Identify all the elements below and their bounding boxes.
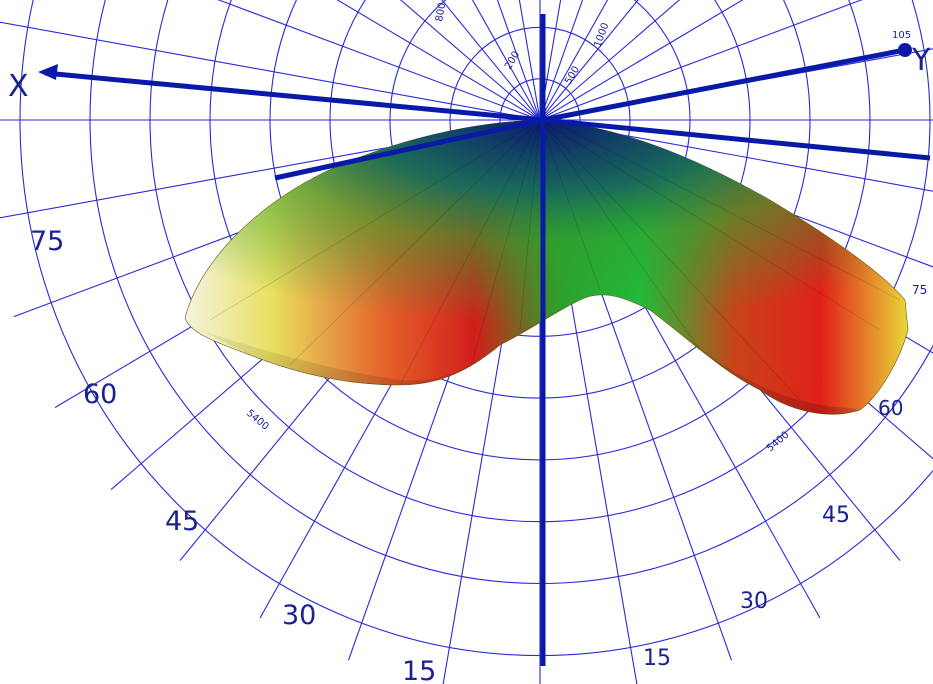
grid-spoke: [518, 0, 541, 121]
x-axis-line: [44, 70, 544, 123]
y-axis-end-marker: [898, 43, 912, 57]
radial-label: 500: [563, 64, 582, 86]
grid-spoke: [539, 0, 863, 121]
intensity-surface: [184, 119, 909, 415]
angle-label-right: 15: [643, 646, 671, 671]
radial-label: 800: [434, 2, 448, 23]
y-axis-label: Y: [911, 43, 931, 78]
grid-spoke: [441, 0, 541, 121]
right-angle-labels: 75 60 45 30 15: [643, 283, 927, 671]
axes: [38, 14, 931, 666]
angle-label-right: 75: [912, 283, 927, 297]
grid-spoke: [0, 21, 541, 121]
angle-label-left: 45: [165, 506, 199, 537]
x-axis-label: X: [8, 69, 29, 104]
grid-spoke: [539, 119, 933, 192]
grid-spoke: [539, 0, 584, 121]
grid-spoke: [496, 0, 541, 121]
x-axis-back: [542, 117, 931, 161]
y-axis-line: [542, 47, 906, 123]
grid-spoke: [539, 0, 639, 121]
y-axis-back: [274, 117, 544, 181]
angle-label-right: 60: [878, 396, 903, 420]
grid-spoke: [539, 0, 562, 121]
left-angle-labels: 75 60 45 30 15: [30, 226, 436, 684]
grid-spoke: [539, 0, 744, 121]
grid-spoke: [539, 0, 681, 121]
grid-spoke: [217, 0, 541, 121]
grid-spoke: [399, 0, 541, 121]
radial-label: 5400: [765, 430, 792, 455]
angle-label-left: 60: [83, 379, 117, 410]
x-axis-arrowhead: [38, 64, 58, 80]
axis-labels: X Y 105: [8, 30, 931, 104]
y-axis-end-value: 105: [892, 30, 911, 41]
angle-label-right: 30: [740, 589, 768, 614]
angle-label-left: 75: [30, 226, 64, 257]
angle-label-right: 45: [822, 503, 850, 528]
grid-spoke: [539, 0, 609, 121]
radial-label: 5400: [244, 408, 271, 433]
grid-spoke: [336, 0, 541, 121]
angle-label-left: 15: [402, 656, 436, 684]
grid-spoke: [471, 0, 541, 121]
angle-label-left: 30: [282, 600, 316, 631]
